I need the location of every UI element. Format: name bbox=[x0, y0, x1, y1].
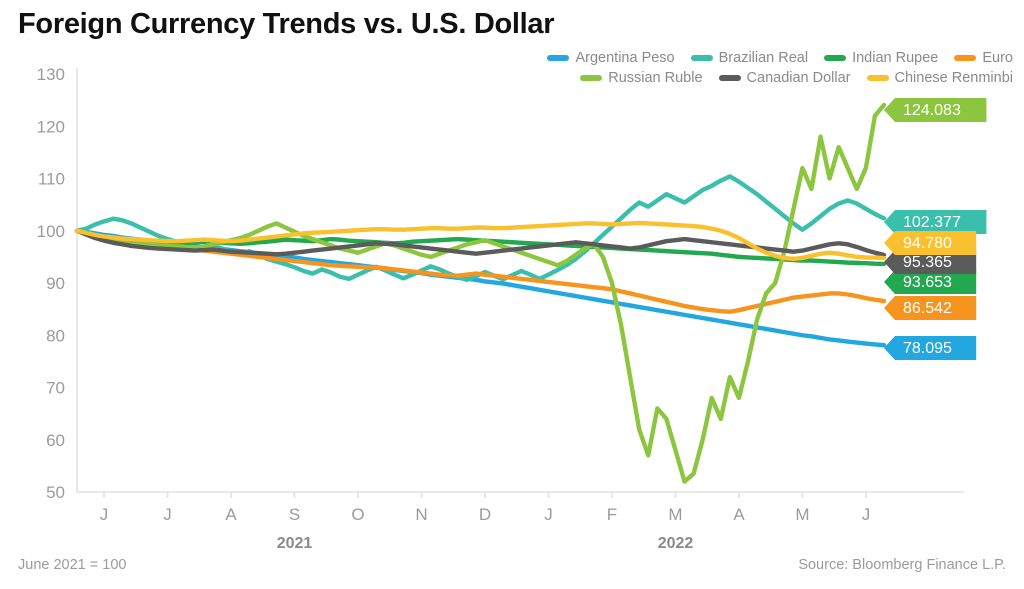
legend-label: Canadian Dollar bbox=[746, 70, 851, 86]
y-axis-tick-label: 90 bbox=[46, 274, 65, 293]
callout-value-label: 93.653 bbox=[903, 274, 952, 291]
y-axis-tick-label: 130 bbox=[37, 65, 65, 84]
legend-swatch-icon bbox=[580, 75, 603, 81]
x-axis-tick-label: N bbox=[415, 505, 427, 524]
x-axis-tick-label: J bbox=[862, 505, 871, 524]
x-axis-tick-label: M bbox=[795, 505, 809, 524]
x-axis-tick-label: J bbox=[544, 505, 553, 524]
series-line-russian-ruble bbox=[74, 102, 887, 484]
legend-swatch-icon bbox=[866, 75, 889, 81]
legend-item-argentina-peso[interactable]: Argentina Peso bbox=[547, 50, 675, 66]
y-axis-tick-label: 110 bbox=[38, 170, 65, 189]
legend-label: Chinese Renminbi bbox=[894, 70, 1013, 86]
y-axis-tick-label: 50 bbox=[46, 483, 65, 502]
callout-badge-shape bbox=[884, 296, 977, 320]
page-title: Foreign Currency Trends vs. U.S. Dollar bbox=[18, 8, 555, 40]
callout-value-label: 124.083 bbox=[903, 102, 961, 119]
y-axis-tick-label: 70 bbox=[46, 379, 65, 398]
legend-row-2: Russian Ruble Canadian Dollar Chinese Renm… bbox=[465, 70, 1013, 86]
callout-badge-shape bbox=[884, 336, 977, 360]
y-axis-tick-label: 120 bbox=[37, 117, 65, 136]
footer-source: Source: Bloomberg Finance L.P. bbox=[798, 557, 1006, 573]
callout-badge-shape bbox=[884, 250, 977, 274]
end-value-callout-brazilian-real: 102.377 bbox=[884, 210, 987, 234]
end-value-callout-indian-rupee: 93.653 bbox=[884, 270, 977, 294]
end-value-callout-argentina-peso: 78.095 bbox=[884, 336, 977, 360]
x-axis-tick-label: F bbox=[607, 505, 617, 524]
legend-row-1: Argentina Peso Brazilian Real Indian Rupee… bbox=[465, 50, 1013, 66]
callout-value-label: 94.780 bbox=[903, 235, 952, 252]
end-value-callout-chinese-renminbi: 94.780 bbox=[884, 231, 977, 255]
y-axis-tick-label: 60 bbox=[46, 431, 65, 450]
end-value-callout-canadian-dollar: 95.365 bbox=[884, 250, 977, 274]
legend-item-indian-rupee[interactable]: Indian Rupee bbox=[824, 50, 938, 66]
callout-value-label: 95.365 bbox=[903, 254, 952, 271]
callout-badge-shape bbox=[884, 98, 987, 122]
x-axis-tick-label: J bbox=[163, 505, 172, 524]
footer-note-left: June 2021 = 100 bbox=[18, 557, 127, 573]
x-axis-year-label: 2021 bbox=[277, 535, 313, 552]
series-line-chinese-renminbi bbox=[74, 220, 887, 262]
legend-swatch-icon bbox=[954, 55, 977, 61]
legend-swatch-icon bbox=[547, 55, 570, 61]
y-axis-tick-label: 100 bbox=[37, 222, 65, 241]
legend-swatch-icon bbox=[718, 75, 741, 81]
legend-swatch-icon bbox=[690, 55, 713, 61]
callout-badge-shape bbox=[884, 231, 977, 255]
x-axis-tick-label: J bbox=[100, 505, 109, 524]
callout-badge-shape bbox=[884, 270, 977, 294]
x-axis-tick-label: M bbox=[668, 505, 682, 524]
legend-item-canadian-dollar[interactable]: Canadian Dollar bbox=[718, 70, 851, 86]
legend-label: Indian Rupee bbox=[852, 50, 939, 66]
legend-item-russian-ruble[interactable]: Russian Ruble bbox=[580, 70, 703, 86]
x-axis-tick-label: A bbox=[733, 505, 745, 524]
legend-item-brazilian-real[interactable]: Brazilian Real bbox=[690, 50, 809, 66]
x-axis-tick-label: S bbox=[289, 505, 300, 524]
end-value-callout-euro: 86.542 bbox=[884, 296, 977, 320]
legend-item-euro[interactable]: Euro bbox=[954, 50, 1013, 66]
callout-value-label: 86.542 bbox=[903, 300, 952, 317]
legend-item-chinese-renminbi[interactable]: Chinese Renminbi bbox=[866, 70, 1013, 86]
legend-label: Argentina Peso bbox=[575, 50, 675, 66]
chart-legend: Argentina Peso Brazilian Real Indian Rupee… bbox=[465, 50, 1013, 86]
legend-label: Brazilian Real bbox=[718, 50, 809, 66]
callout-value-label: 78.095 bbox=[903, 340, 952, 357]
legend-swatch-icon bbox=[824, 55, 847, 61]
legend-label: Russian Ruble bbox=[608, 70, 703, 86]
legend-label: Euro bbox=[982, 50, 1013, 66]
x-axis-year-label: 2022 bbox=[658, 535, 694, 552]
end-value-callout-russian-ruble: 124.083 bbox=[884, 98, 987, 122]
x-axis-tick-label: O bbox=[351, 505, 364, 524]
x-axis-tick-label: A bbox=[225, 505, 237, 524]
callout-badge-shape bbox=[884, 210, 987, 234]
callout-value-label: 102.377 bbox=[903, 214, 961, 231]
x-axis-tick-label: D bbox=[479, 505, 491, 524]
y-axis-tick-label: 80 bbox=[46, 326, 65, 345]
